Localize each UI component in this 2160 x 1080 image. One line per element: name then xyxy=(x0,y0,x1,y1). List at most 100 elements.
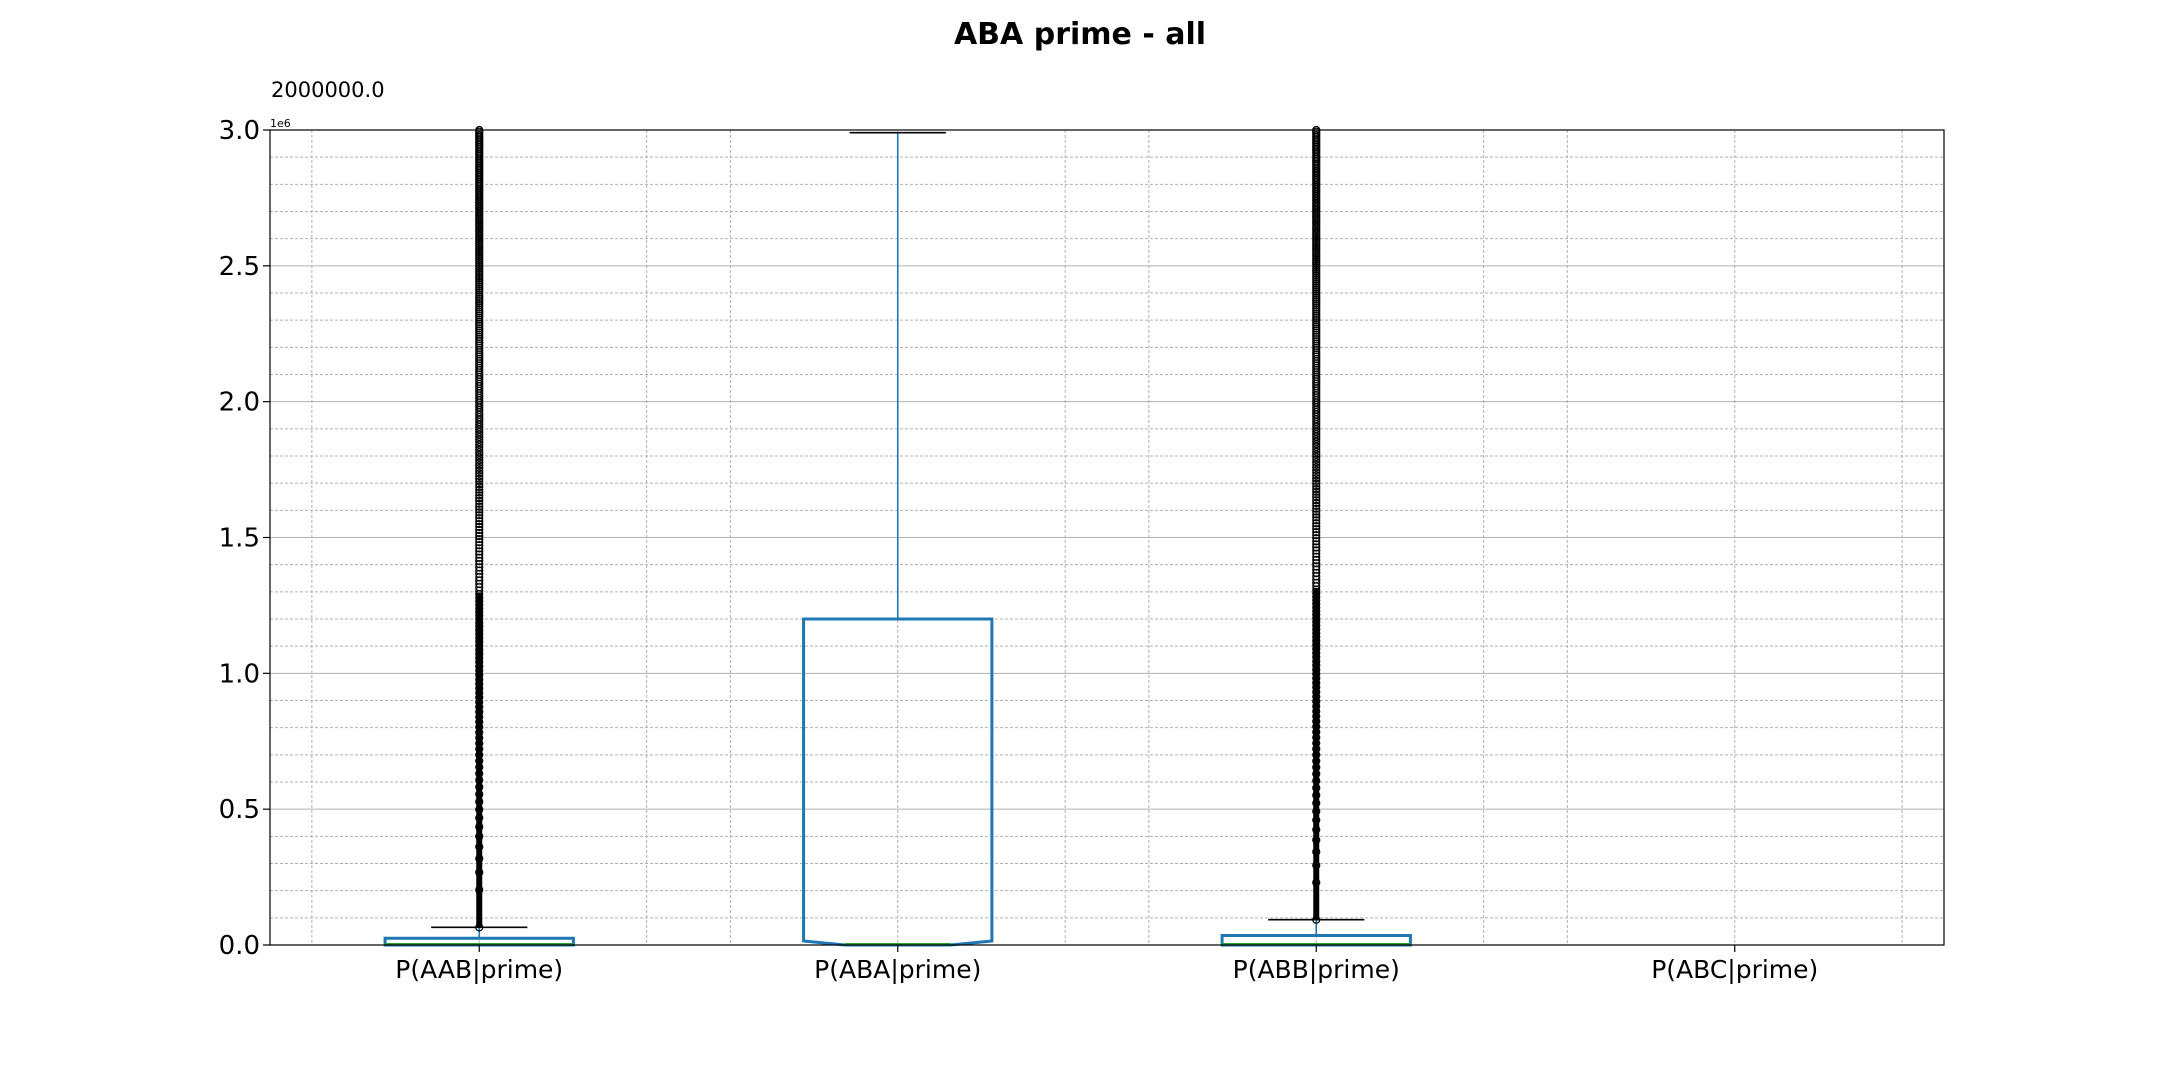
flier-point xyxy=(1312,490,1321,499)
flier-point xyxy=(1312,522,1321,531)
flier-point xyxy=(1312,479,1321,488)
flier-point xyxy=(475,550,484,559)
flier-point xyxy=(1312,460,1321,469)
flier-point xyxy=(475,553,484,562)
boxes-layer xyxy=(383,125,1412,947)
flier-point xyxy=(1312,516,1321,525)
box-group-3 xyxy=(1220,125,1412,947)
fliers xyxy=(475,125,484,932)
flier-point xyxy=(475,519,484,529)
x-tick-label: P(AAB|prime) xyxy=(395,955,563,984)
flier-point xyxy=(475,450,484,460)
flier-point xyxy=(1312,466,1321,475)
flier-point xyxy=(1312,482,1321,491)
flier-point xyxy=(475,522,484,532)
flier-point xyxy=(475,534,484,544)
flier-point xyxy=(475,469,484,478)
flier-point xyxy=(475,456,484,465)
flier-point xyxy=(475,324,484,333)
flier-point xyxy=(475,531,484,541)
flier-point xyxy=(1312,450,1321,459)
flier-point xyxy=(475,494,484,503)
box-group-1 xyxy=(383,125,575,947)
y-tick-label: 1.5 xyxy=(219,524,260,554)
y-tick-label: 0.0 xyxy=(219,931,260,961)
flier-point xyxy=(1312,463,1321,472)
flier-point xyxy=(475,445,484,454)
y-tick-label: 2.0 xyxy=(219,388,260,418)
flier-point xyxy=(1312,519,1321,528)
flier-point xyxy=(1312,507,1321,516)
flier-dense-band xyxy=(1313,588,1320,920)
flier-point xyxy=(475,496,484,506)
flier-point xyxy=(475,525,484,535)
flier-point xyxy=(1312,552,1321,561)
flier-point xyxy=(475,544,484,553)
flier-point xyxy=(475,471,484,481)
flier-point xyxy=(1312,504,1321,513)
flier-point xyxy=(1312,543,1321,552)
flier-point xyxy=(1312,487,1321,496)
flier-point xyxy=(475,517,484,526)
flier-point xyxy=(1312,452,1321,462)
flier-point xyxy=(1312,474,1321,483)
flier-point xyxy=(475,485,484,494)
flier-point xyxy=(475,488,484,497)
y-tick-label: 1.0 xyxy=(219,659,260,689)
flier-point xyxy=(475,458,484,467)
flier-point xyxy=(475,491,484,500)
flier-point xyxy=(475,511,484,520)
y-tick-label: 3.0 xyxy=(219,116,260,146)
flier-point xyxy=(475,560,484,569)
flier-point xyxy=(1312,540,1321,549)
flier-point xyxy=(1312,468,1321,477)
y-axis: 0.0 0.5 1.0 1.5 2.0 2.5 3.0 xyxy=(219,116,270,961)
flier-point xyxy=(1312,546,1321,555)
flier-point xyxy=(1312,447,1321,456)
flier-point xyxy=(1312,493,1321,502)
flier-point xyxy=(1312,510,1321,519)
flier-point xyxy=(475,547,484,556)
axis-offset-text: 1e6 xyxy=(270,117,291,130)
flier-point xyxy=(1312,442,1321,451)
flier-point xyxy=(475,482,484,492)
flier-point xyxy=(1312,476,1321,485)
flier-point xyxy=(475,461,484,470)
x-tick-label: P(ABC|prime) xyxy=(1651,955,1818,984)
flier-point xyxy=(475,541,484,550)
flier-point xyxy=(475,538,484,547)
flier-dense-band xyxy=(476,592,483,928)
flier-point xyxy=(1312,445,1321,454)
flier-point xyxy=(475,502,484,511)
flier-point xyxy=(1312,531,1321,540)
flier-point xyxy=(475,453,484,462)
flier-point xyxy=(1312,484,1321,494)
flier-point xyxy=(475,440,484,449)
box-group-2 xyxy=(802,131,994,947)
flier-point xyxy=(1312,455,1321,464)
flier-point xyxy=(475,499,484,508)
flier-point xyxy=(475,556,484,566)
flier-point xyxy=(475,508,484,517)
flier-point xyxy=(1312,528,1321,537)
flier-point xyxy=(1312,496,1321,505)
x-tick-label: P(ABA|prime) xyxy=(814,955,981,984)
flier-point xyxy=(1312,555,1321,565)
top-annotation: 2000000.0 xyxy=(271,78,385,102)
flier-point xyxy=(1312,501,1321,510)
flier-point xyxy=(1312,498,1321,508)
flier-point xyxy=(475,463,484,473)
x-axis: P(AAB|prime) P(ABA|prime) P(ABB|prime) P(AB… xyxy=(395,945,1818,984)
flier-point xyxy=(1312,559,1321,568)
flier-point xyxy=(1312,471,1321,480)
flier-point xyxy=(475,480,484,489)
y-tick-label: 2.5 xyxy=(219,252,260,282)
flier-point xyxy=(1312,525,1321,534)
flier-point xyxy=(1312,513,1321,522)
fliers xyxy=(1312,125,1321,924)
chart-title: ABA prime - all xyxy=(954,17,1206,52)
grid-lines xyxy=(270,129,1944,946)
flier-point xyxy=(475,528,484,538)
y-tick-label: 0.5 xyxy=(219,795,260,825)
